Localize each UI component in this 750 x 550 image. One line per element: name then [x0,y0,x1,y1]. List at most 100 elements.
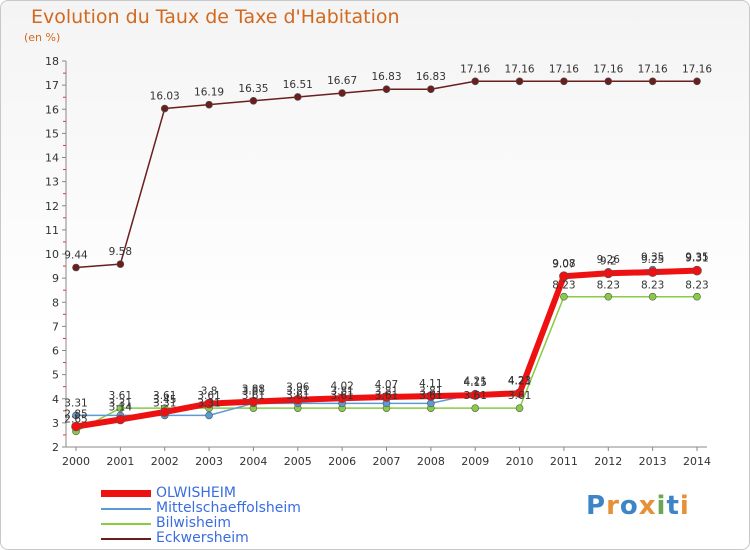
data-point [292,394,303,405]
data-label: 3.81 [330,385,353,397]
data-point [560,77,568,86]
data-point [648,77,657,86]
legend-swatch [101,508,151,510]
data-label: 17.16 [638,63,668,75]
data-label: 3.61 [508,390,531,402]
legend-label: Bilwisheim [156,515,232,531]
data-label: 3.96 [286,382,310,394]
data-label: 2.65 [64,413,87,425]
y-tick-label: 7 [52,320,59,333]
data-label: 3.45 [153,394,176,406]
data-point [515,404,524,412]
data-label: 4.11 [419,378,442,390]
logo-letter: x [638,491,657,521]
data-point [692,265,702,276]
logo-letter: r [606,491,620,521]
data-point [72,263,80,272]
data-point [427,85,435,94]
legend-label: Mittelschaeffolsheim [156,500,301,516]
x-tick-label: 2001 [106,455,134,468]
data-label: 17.16 [505,63,535,75]
data-label: 4.02 [330,380,353,392]
data-label: 8.23 [552,280,575,292]
data-point [603,268,614,279]
x-tick-label: 2003 [195,455,223,468]
data-label: 3.61 [375,390,398,402]
y-tick-label: 11 [45,224,59,237]
logo-letter: t [666,491,680,521]
logo-letter: P [586,491,607,521]
data-point [470,390,481,400]
data-label: 3.61 [109,390,132,402]
y-tick-label: 17 [45,79,59,92]
data-label: 3.31 [153,397,176,409]
data-label: 17.16 [682,63,712,75]
data-point [604,292,613,301]
y-tick-label: 16 [45,103,59,116]
data-label: 16.35 [238,83,268,95]
data-label: 16.19 [194,87,224,99]
y-tick-label: 9 [52,272,59,285]
data-label: 3.31 [64,397,87,409]
data-label: 3.61 [197,390,220,402]
data-label: 9.25 [641,254,664,266]
x-tick-label: 2011 [550,455,578,468]
data-point [471,404,480,412]
data-label: 3.61 [153,390,176,402]
data-point [293,93,302,101]
data-label: 4.07 [375,379,398,391]
data-point [471,77,480,86]
x-tick-label: 2009 [461,455,489,468]
data-label: 3.88 [242,384,265,396]
unit-label: (en %) [24,31,61,44]
data-point [604,77,613,86]
data-point [205,411,213,420]
legend-swatch [101,523,151,525]
data-point [71,421,81,432]
x-tick-label: 2014 [683,455,711,468]
data-label: 3.81 [375,385,398,397]
data-label: 9.07 [552,258,575,270]
data-label: 9.58 [109,246,132,258]
data-point [338,89,346,97]
legend-label: Eckwersheim [156,530,249,546]
data-point [337,393,347,404]
data-label: 17.16 [460,63,490,75]
data-label: 3.81 [286,385,309,397]
data-point [159,407,170,417]
data-label: 9.08 [552,258,575,270]
logo-letter: i [656,491,667,521]
data-point [115,414,126,425]
data-label: 3.8 [201,386,218,398]
data-label: 9.2 [600,255,617,267]
x-tick-label: 2005 [284,455,312,468]
data-label: 3.81 [419,385,442,397]
logo-letter: i [679,491,690,521]
data-label: 9.31 [685,253,708,265]
data-point [160,104,169,113]
data-point [693,77,701,86]
x-tick-label: 2010 [506,455,534,468]
proxiti-logo: Proxiti [586,491,690,521]
data-point [248,396,259,407]
logo-letter: o [619,491,639,521]
data-label: 3.61 [242,390,265,402]
data-label: 9.26 [597,254,621,266]
data-point [426,391,436,401]
data-label: 3.61 [464,390,487,402]
data-point [381,392,392,402]
data-label: 2.85 [64,408,87,420]
data-label: 16.51 [283,79,313,91]
data-label: 3.14 [109,401,133,413]
x-tick-label: 2013 [639,455,667,468]
data-point [204,398,214,409]
y-tick-label: 14 [45,152,59,165]
x-tick-label: 2006 [328,455,356,468]
data-point [559,271,569,281]
data-label: 16.83 [371,71,401,83]
y-tick-label: 8 [52,296,59,309]
chart-title: Evolution du Taux de Taxe d'Habitation [31,6,400,28]
data-point [647,267,658,277]
x-tick-label: 2007 [373,455,401,468]
